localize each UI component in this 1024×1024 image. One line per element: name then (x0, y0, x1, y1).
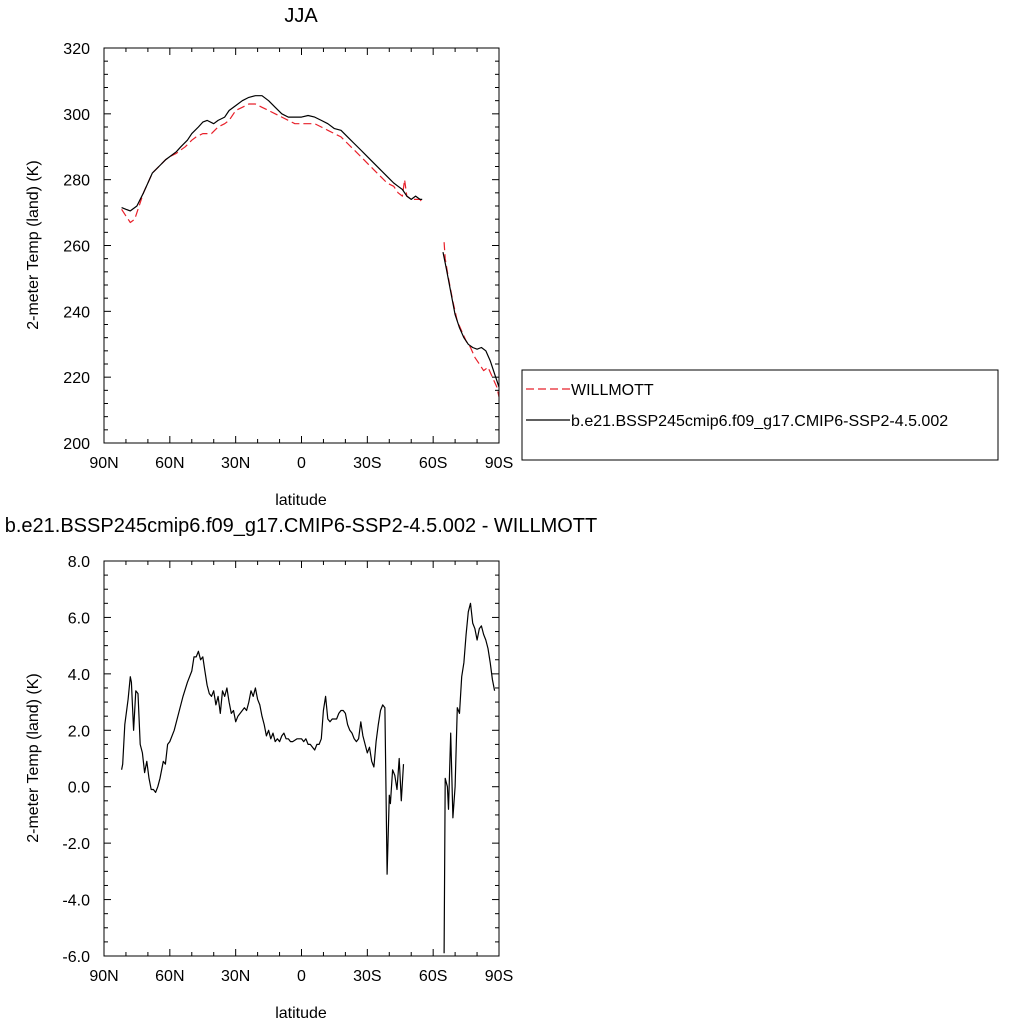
y-tick-label: 4.0 (68, 667, 90, 684)
y-tick-label: 2.0 (68, 723, 90, 740)
legend-label-model: b.e21.BSSP245cmip6.f09_g17.CMIP6-SSP2-4.… (571, 413, 948, 430)
x-tick-label: 0 (297, 968, 306, 985)
y-tick-label: 240 (63, 304, 90, 321)
y-tick-label: 320 (63, 41, 90, 58)
y-tick-label: -2.0 (62, 836, 90, 853)
legend: WILLMOTT b.e21.BSSP245cmip6.f09_g17.CMIP… (521, 369, 999, 461)
series-line-model (442, 251, 500, 388)
plot-area (121, 602, 496, 954)
chart-title: b.e21.BSSP245cmip6.f09_g17.CMIP6-SSP2-4.… (5, 515, 598, 537)
x-tick-label: 0 (297, 455, 306, 472)
difference-panel: b.e21.BSSP245cmip6.f09_g17.CMIP6-SSP2-4.… (5, 515, 598, 1022)
series-line-difference (121, 650, 405, 875)
x-tick-label: 60S (419, 455, 447, 472)
y-axis-label: 2-meter Temp (land) (K) (25, 160, 42, 330)
series-line-willmott (121, 103, 423, 224)
axis-ticks: 90N 60N 30N 0 30S 60S 90S -6.0 -4.0 -2.0 0.0 2.0 4.0… (62, 554, 513, 985)
legend-box (521, 369, 999, 461)
y-tick-label: 0.0 (68, 780, 90, 797)
plot-frame (103, 47, 500, 444)
x-tick-label: 30N (221, 455, 250, 472)
x-tick-label: 30S (353, 455, 381, 472)
legend-label-willmott: WILLMOTT (571, 382, 654, 399)
y-tick-label: -4.0 (62, 893, 90, 910)
x-tick-label: 90N (89, 455, 118, 472)
x-tick-label: 60N (155, 968, 184, 985)
x-tick-label: 60N (155, 455, 184, 472)
y-tick-label: 200 (63, 436, 90, 453)
y-tick-label: 300 (63, 107, 90, 124)
axis-ticks: 90N 60N 30N 0 30S 60S 90S 200 220 240 260 280 300 320 (63, 41, 513, 472)
x-tick-label: 60S (419, 968, 447, 985)
y-tick-label: 8.0 (68, 554, 90, 571)
series-line-model (121, 95, 423, 212)
y-axis-label: 2-meter Temp (land) (K) (25, 673, 42, 843)
x-axis-label: latitude (275, 492, 327, 509)
plot-frame (103, 560, 500, 957)
temperature-panel: JJA 90N 60N 30N 0 30S 60S 90S 200 220 240 260 280 30… (25, 5, 999, 509)
x-tick-label: 30N (221, 968, 250, 985)
x-axis-label: latitude (275, 1005, 327, 1022)
x-tick-label: 90N (89, 968, 118, 985)
y-tick-label: -6.0 (62, 949, 90, 966)
y-tick-label: 6.0 (68, 610, 90, 627)
y-tick-label: 260 (63, 239, 90, 256)
y-tick-label: 280 (63, 173, 90, 190)
y-tick-label: 220 (63, 370, 90, 387)
chart-title: JJA (284, 5, 318, 27)
plot-area (121, 95, 500, 398)
x-tick-label: 90S (485, 455, 513, 472)
x-tick-label: 90S (485, 968, 513, 985)
x-tick-label: 30S (353, 968, 381, 985)
series-line-willmott (443, 242, 500, 398)
series-line-difference (443, 602, 496, 954)
